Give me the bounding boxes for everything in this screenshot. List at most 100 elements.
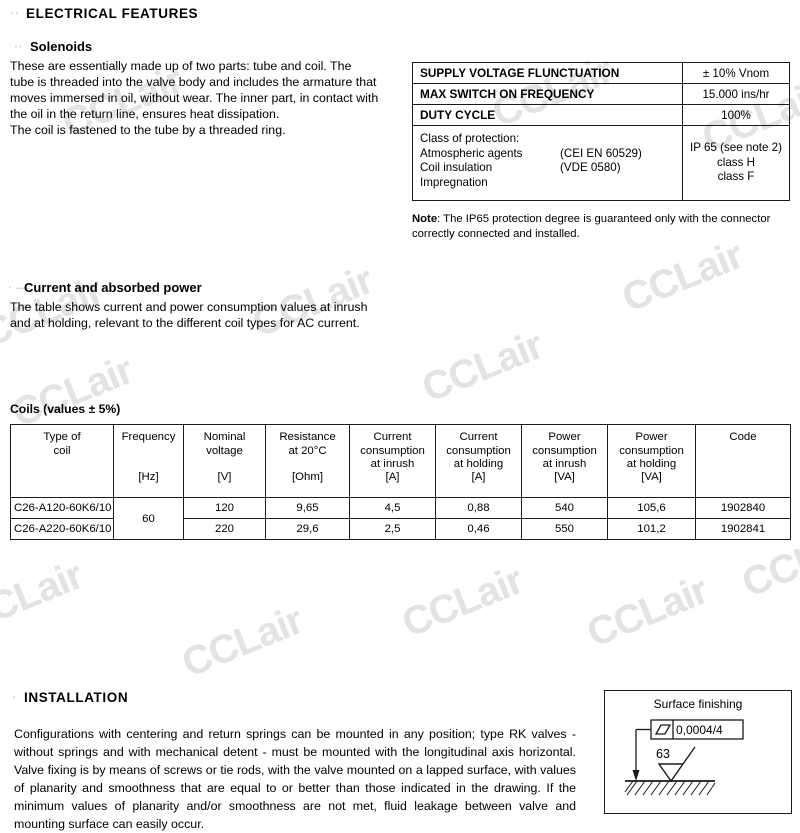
protection-class-cell: Class of protection: Atmospheric agents … xyxy=(412,124,683,202)
cell-resistance: 29,6 xyxy=(265,518,350,540)
surface-roughness-triangle-icon xyxy=(657,746,696,783)
table-row: DUTY CYCLE 100% xyxy=(412,104,790,126)
header-wrap: Type of coil xyxy=(11,431,113,489)
leader-arrow-icon xyxy=(632,770,640,781)
header-wrap: Current consumption at inrush [A] xyxy=(350,431,435,489)
surface-finishing-diagram: Surface finishing xyxy=(604,690,792,814)
leader-line xyxy=(635,728,651,773)
col-header-power-holding: Power consumption at holding [VA] xyxy=(607,424,696,498)
spec-label: DUTY CYCLE xyxy=(412,104,683,126)
col-header-resistance: Resistance at 20°C [Ohm] xyxy=(265,424,350,498)
table-header-row: Type of coil Frequency [Hz] Nominal volt… xyxy=(10,424,791,498)
installation-body-text: Configurations with centering and return… xyxy=(14,727,576,831)
header-wrap: Code xyxy=(696,431,790,489)
roughness-value: 63 xyxy=(656,747,670,761)
heading-installation-label: INSTALLATION xyxy=(24,690,129,705)
current-absorbed-power-body-text: The table shows current and power consum… xyxy=(10,300,368,331)
cell-current-holding: 0,46 xyxy=(435,518,522,540)
col-header-unit: [V] xyxy=(217,471,232,484)
protection-title: Class of protection: xyxy=(420,132,520,145)
electrical-spec-table: SUPPLY VOLTAGE FLUNCTUATION ± 10% Vnom M… xyxy=(412,62,790,202)
surface-finishing-title: Surface finishing xyxy=(653,697,743,711)
col-header-unit: [VA] xyxy=(554,471,575,484)
cell-nominal-voltage: 220 xyxy=(183,518,266,540)
solenoids-body-text: These are essentially made up of two par… xyxy=(10,59,379,138)
heading-marker-icon: · — xyxy=(8,280,29,295)
cell-current-holding: 0,88 xyxy=(435,497,522,519)
cell-power-holding: 105,6 xyxy=(607,497,696,519)
cell-power-inrush: 550 xyxy=(521,518,608,540)
protection-item-name: Impregnation xyxy=(420,175,488,189)
spec-value: ± 10% Vnom xyxy=(682,62,790,84)
cell-coil-type: C26-A120-60K6/10 xyxy=(10,497,114,519)
flatness-parallelogram-icon xyxy=(654,724,672,735)
col-header-power-inrush: Power consumption at inrush [VA] xyxy=(521,424,608,498)
col-header-unit: [Hz] xyxy=(138,471,159,484)
protection-value: class H xyxy=(716,155,755,169)
cell-code: 1902841 xyxy=(695,518,791,540)
col-header-code: Code xyxy=(695,424,791,498)
col-header-title: Current consumption at holding xyxy=(446,431,511,471)
protection-item: Atmospheric agents (CEI EN 60529) xyxy=(420,147,675,162)
col-header-title: Current consumption at inrush xyxy=(360,431,425,471)
col-header-current-holding: Current consumption at holding [A] xyxy=(435,424,522,498)
col-header-title: Resistance at 20°C xyxy=(279,431,336,457)
flatness-tolerance-value: 0,0004/4 xyxy=(676,723,723,737)
cell-code: 1902840 xyxy=(695,497,791,519)
heading-marker-icon: · xyxy=(12,690,18,705)
col-header-title: Code xyxy=(729,431,757,443)
note-text: : The IP65 protection degree is guarante… xyxy=(412,213,771,240)
cell-resistance: 9,65 xyxy=(265,497,350,519)
ip65-note: Note: The IP65 protection degree is guar… xyxy=(412,212,790,241)
col-header-unit: [Ohm] xyxy=(291,471,323,484)
cell-power-inrush: 540 xyxy=(521,497,608,519)
surface-hatching xyxy=(624,780,716,796)
protection-item-name: Atmospheric agents xyxy=(420,146,523,160)
table-row: MAX SWITCH ON FREQUENCY 15.000 ins/hr xyxy=(412,83,790,105)
header-wrap: Frequency [Hz] xyxy=(114,431,183,489)
heading-electrical-features-label: ELECTRICAL FEATURES xyxy=(26,6,199,21)
col-header-title: Power consumption at holding xyxy=(619,431,684,471)
header-wrap: Resistance at 20°C [Ohm] xyxy=(266,431,349,489)
col-header-frequency: Frequency [Hz] xyxy=(113,424,184,498)
protection-item: Coil insulation (VDE 0580) xyxy=(420,161,675,176)
heading-marker-icon: ·· xyxy=(14,39,23,54)
table-row: C26-A120-60K6/10 60 120 9,65 4,5 0,88 54… xyxy=(10,497,791,540)
note-label: Note xyxy=(412,213,438,225)
protection-item-name: Coil insulation xyxy=(420,161,493,175)
cell-power-holding: 101,2 xyxy=(607,518,696,540)
protection-values-cell: IP 65 (see note 2) class H class F xyxy=(682,124,790,202)
table-row: C26-A220-60K6/10 220 29,6 2,5 0,46 550 1… xyxy=(10,518,791,540)
cell-coil-type: C26-A220-60K6/10 xyxy=(10,518,114,540)
col-header-unit: [A] xyxy=(385,471,400,484)
col-header-unit: [A] xyxy=(471,471,486,484)
heading-electrical-features: ·· ELECTRICAL FEATURES xyxy=(10,6,198,21)
spec-value: 15.000 ins/hr xyxy=(682,83,790,105)
coils-table-caption: Coils (values ± 5%) xyxy=(10,402,121,416)
spec-label: SUPPLY VOLTAGE FLUNCTUATION xyxy=(412,62,683,84)
header-wrap: Power consumption at holding [VA] xyxy=(608,431,695,489)
heading-solenoids-label: Solenoids xyxy=(30,39,93,54)
heading-solenoids: ·· Solenoids xyxy=(14,39,92,54)
spec-label: MAX SWITCH ON FREQUENCY xyxy=(412,83,683,105)
cell-current-inrush: 4,5 xyxy=(349,497,436,519)
cell-current-inrush: 2,5 xyxy=(349,518,436,540)
col-header-nominal-voltage: Nominal voltage [V] xyxy=(183,424,266,498)
col-header-title: Power consumption at inrush xyxy=(532,431,597,471)
heading-marker-icon: ·· xyxy=(10,6,21,21)
protection-item: Impregnation xyxy=(420,176,675,191)
header-wrap: Power consumption at inrush [VA] xyxy=(522,431,607,489)
col-header-title: Nominal voltage xyxy=(203,431,246,457)
protection-item-standard: (CEI EN 60529) xyxy=(560,146,642,160)
col-header-title: Frequency xyxy=(121,431,176,443)
col-header-type-of-coil: Type of coil xyxy=(10,424,114,498)
col-header-title: Type of coil xyxy=(43,431,81,457)
table-row: SUPPLY VOLTAGE FLUNCTUATION ± 10% Vnom xyxy=(412,62,790,84)
surface-finishing-drawing xyxy=(624,719,744,796)
table-row-protection: Class of protection: Atmospheric agents … xyxy=(412,124,790,202)
header-wrap: Current consumption at holding [A] xyxy=(436,431,521,489)
spec-value: 100% xyxy=(682,104,790,126)
header-wrap: Nominal voltage [V] xyxy=(184,431,265,489)
heading-installation: · INSTALLATION xyxy=(12,690,128,705)
